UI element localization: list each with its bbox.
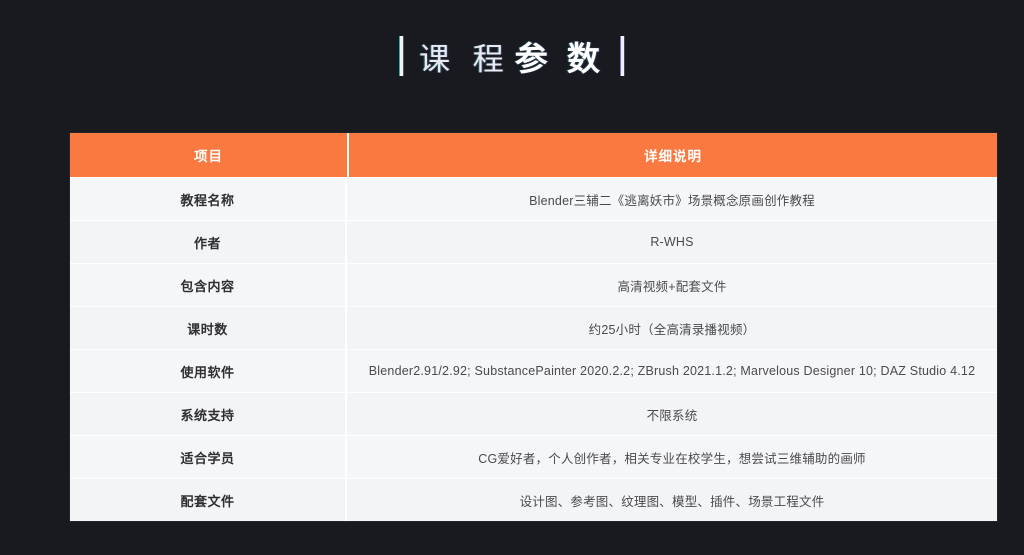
row-value: CG爱好者，个人创作者，相关专业在校学生，想尝试三维辅助的画师: [478, 451, 866, 466]
title-right-bar-icon: [620, 36, 624, 76]
row-value: Blender2.91/2.92; SubstancePainter 2020.…: [368, 364, 976, 378]
row-label: 课时数: [70, 307, 347, 349]
column-header-item: 项目: [70, 133, 349, 177]
row-value: 约25小时（全高清录播视频）: [588, 322, 756, 337]
row-label: 配套文件: [70, 479, 347, 521]
column-header-detail: 详细说明: [644, 149, 702, 164]
course-parameters-table: 项目 详细说明 教程名称 Blender三辅二《逃离妖市》场景概念原画创作教程 …: [70, 133, 997, 521]
table-header-row: 项目 详细说明: [70, 133, 997, 177]
table-row: 适合学员 CG爱好者，个人创作者，相关专业在校学生，想尝试三维辅助的画师: [70, 435, 997, 478]
row-value: Blender三辅二《逃离妖市》场景概念原画创作教程: [529, 193, 815, 208]
table-row: 配套文件 设计图、参考图、纹理图、模型、插件、场景工程文件: [70, 478, 997, 521]
row-value: 不限系统: [646, 408, 698, 423]
table-row: 课时数 约25小时（全高清录播视频）: [70, 306, 997, 349]
row-label: 包含内容: [70, 264, 347, 306]
page-title-text: 课 程 参 数: [419, 32, 605, 80]
row-label: 使用软件: [70, 350, 347, 392]
row-value: R-WHS: [650, 235, 694, 249]
row-value: 设计图、参考图、纹理图、模型、插件、场景工程文件: [519, 494, 825, 509]
row-value: 高清视频+配套文件: [617, 279, 727, 294]
row-label: 教程名称: [70, 178, 347, 220]
table-row: 使用软件 Blender2.91/2.92; SubstancePainter …: [70, 349, 997, 392]
page-title: 课 程 参 数: [0, 28, 1024, 84]
page-title-light: 课 程: [419, 42, 511, 77]
table-body: 教程名称 Blender三辅二《逃离妖市》场景概念原画创作教程 作者 R-WHS…: [70, 177, 997, 521]
table-row: 作者 R-WHS: [70, 220, 997, 263]
title-left-bar-icon: [400, 36, 404, 76]
row-label: 适合学员: [70, 436, 347, 478]
page-title-bold: 参 数: [514, 40, 605, 77]
table-row: 系统支持 不限系统: [70, 392, 997, 435]
table-row: 包含内容 高清视频+配套文件: [70, 263, 997, 306]
row-label: 系统支持: [70, 393, 347, 435]
table-row: 教程名称 Blender三辅二《逃离妖市》场景概念原画创作教程: [70, 177, 997, 220]
row-label: 作者: [70, 221, 347, 263]
